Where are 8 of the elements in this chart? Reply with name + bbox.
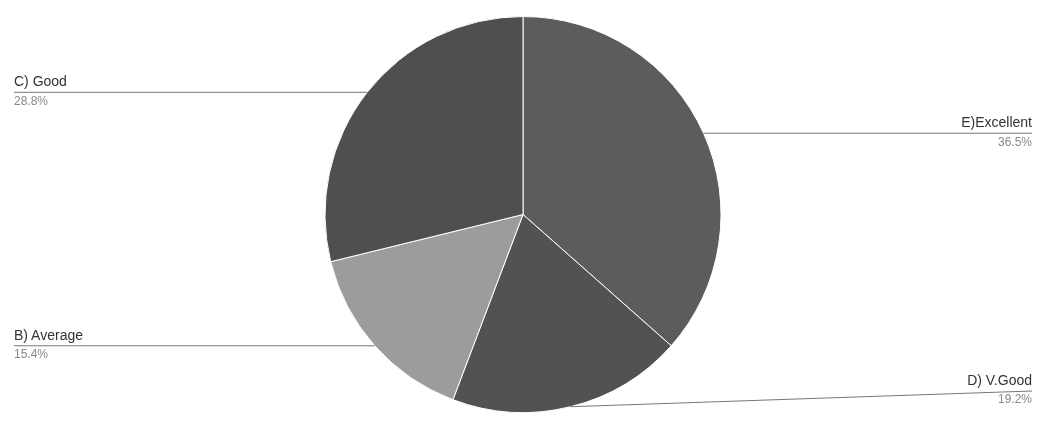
slice-label: C) Good [14, 73, 67, 90]
data-label: 19.2% [997, 392, 1033, 407]
data-label: 15.4% [14, 347, 49, 362]
slice-label: B) Average [14, 326, 84, 343]
slice-label: E)Excellent [961, 114, 1033, 131]
data-label: 36.5% [997, 134, 1033, 149]
data-label: 28.8% [14, 93, 49, 108]
slice-label: D) V.Good [967, 371, 1032, 388]
